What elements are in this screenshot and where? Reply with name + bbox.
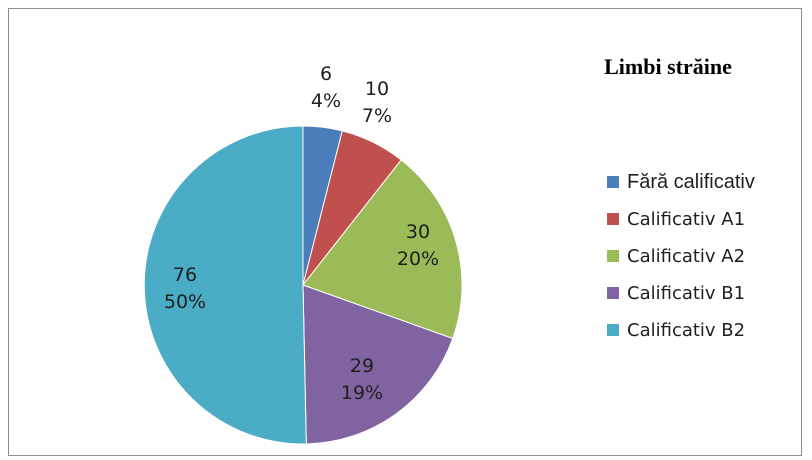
chart-title: Limbi străine <box>604 54 732 79</box>
data-label-value-2: 10 <box>365 78 389 100</box>
pie-slice-5 <box>143 125 307 445</box>
pie-slices <box>143 125 463 445</box>
pie-data-labels: 6 4% 10 7% 30 20% 29 19% 76 50% <box>164 63 439 404</box>
pie-slice-3 <box>302 159 463 340</box>
legend-label-4: Calificativ B1 <box>627 283 745 304</box>
data-label-percent-5: 50% <box>164 291 206 313</box>
legend-swatch-2 <box>607 213 619 225</box>
data-label-percent-4: 19% <box>341 382 383 404</box>
legend-label-2: Calificativ A1 <box>627 209 745 230</box>
pie-slice-4 <box>302 284 454 445</box>
legend: Fără calificativ Calificativ A1 Calificati… <box>607 171 755 341</box>
data-label-percent-1: 4% <box>311 90 341 112</box>
legend-label-5: Calificativ B2 <box>627 320 745 341</box>
legend-swatch-5 <box>607 324 619 336</box>
legend-swatch-4 <box>607 287 619 299</box>
data-label-value-5: 76 <box>173 264 197 286</box>
data-label-value-4: 29 <box>350 355 374 377</box>
data-label-value-3: 30 <box>406 221 430 243</box>
data-label-value-1: 6 <box>320 63 332 85</box>
legend-swatch-3 <box>607 250 619 262</box>
data-label-percent-3: 20% <box>397 248 439 270</box>
data-label-percent-2: 7% <box>362 105 392 127</box>
legend-swatch-1 <box>607 176 619 188</box>
legend-label-1: Fără calificativ <box>627 171 755 193</box>
legend-label-3: Calificativ A2 <box>627 246 745 267</box>
